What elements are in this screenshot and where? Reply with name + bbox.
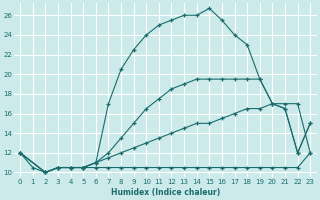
X-axis label: Humidex (Indice chaleur): Humidex (Indice chaleur) xyxy=(111,188,220,197)
